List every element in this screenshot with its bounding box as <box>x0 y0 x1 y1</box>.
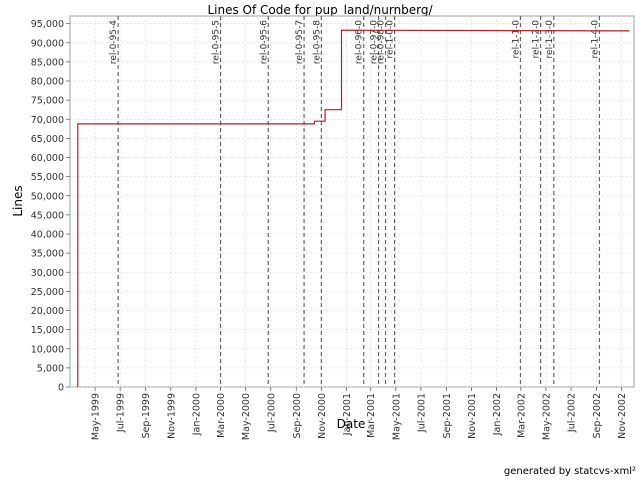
x-tick-label: Mar-2002 <box>516 393 527 438</box>
y-tick-label: 95,000 <box>31 19 64 30</box>
x-tick-label: May-1999 <box>91 393 102 440</box>
release-marker-label: rel-1-0-0 <box>386 20 396 59</box>
y-tick-label: 35,000 <box>31 249 64 260</box>
y-tick-label: 20,000 <box>31 306 64 317</box>
release-marker-label: rel-1-4-0 <box>590 20 600 59</box>
x-tick-label: Jul-2001 <box>416 393 427 433</box>
plot-background <box>69 15 635 388</box>
release-marker-label: rel-1-2-0 <box>532 20 542 59</box>
release-marker-label: rel-1-1-0 <box>511 20 521 59</box>
x-tick-label: Nov-1999 <box>166 393 177 439</box>
x-tick-label: Jul-2002 <box>567 393 578 433</box>
release-marker-label: rel-0-95-6 <box>259 20 269 64</box>
y-tick-label: 40,000 <box>31 230 64 241</box>
x-tick-label: Sep-2000 <box>292 393 303 439</box>
y-tick-label: 50,000 <box>31 191 64 202</box>
x-tick-label: Sep-1999 <box>141 393 152 439</box>
x-tick-label: Mar-2000 <box>216 393 227 438</box>
release-marker-label: rel-0-95-7 <box>295 20 305 64</box>
release-marker-label: rel-0-96-0 <box>355 20 365 64</box>
y-tick-label: 45,000 <box>31 210 64 221</box>
y-tick-label: 65,000 <box>31 134 64 145</box>
y-tick-label: 70,000 <box>31 115 64 126</box>
x-axis: May-1999 Jul-1999 Sep-1999 Nov-1999 Jan-2000… <box>91 387 628 440</box>
x-tick-label: Jan-2002 <box>492 393 503 436</box>
x-tick-label: Nov-2000 <box>317 393 328 439</box>
footer-credit: generated by statcvs-xml² <box>504 466 636 477</box>
y-tick-label: 5,000 <box>37 363 64 374</box>
plot-area: rel-0-95-4 rel-0-95-5 rel-0-95-6 rel-0-95-7… <box>69 15 635 388</box>
release-markers: rel-0-95-4 rel-0-95-5 rel-0-95-6 rel-0-95-7… <box>109 16 600 387</box>
x-tick-label: Nov-2002 <box>617 393 628 439</box>
y-axis-label: Lines <box>11 185 25 216</box>
x-tick-label: Jan-2000 <box>191 393 202 436</box>
release-marker-label: rel-0-98-0 <box>377 20 387 64</box>
x-tick-label: May-2001 <box>391 393 402 440</box>
release-marker-label: rel-1-3-0 <box>545 20 555 59</box>
release-marker-label: rel-0-97-0 <box>370 20 380 64</box>
x-axis-label: Date <box>337 417 366 431</box>
release-marker-label: rel-0-95-4 <box>109 20 119 64</box>
x-tick-label: Jul-1999 <box>116 393 127 433</box>
release-marker-label: rel-0-95-8 <box>312 20 322 64</box>
y-axis: 0 5,000 10,000 15,000 20,000 25,000 30,000 35,0… <box>31 19 70 394</box>
x-tick-label: Sep-2001 <box>442 393 453 439</box>
x-tick-label: May-2000 <box>241 393 252 440</box>
y-tick-label: 0 <box>58 383 64 394</box>
y-tick-label: 60,000 <box>31 153 64 164</box>
x-tick-label: Jul-2000 <box>266 393 277 433</box>
x-tick-label: Sep-2002 <box>592 393 603 439</box>
y-tick-label: 90,000 <box>31 38 64 49</box>
y-tick-label: 10,000 <box>31 344 64 355</box>
x-tick-label: Nov-2001 <box>467 393 478 439</box>
y-tick-label: 80,000 <box>31 77 64 88</box>
x-tick-label: Mar-2001 <box>366 393 377 438</box>
y-tick-label: 15,000 <box>31 325 64 336</box>
release-marker-label: rel-0-95-5 <box>212 20 222 64</box>
series-layer <box>77 29 630 387</box>
y-tick-label: 85,000 <box>31 57 64 68</box>
y-tick-label: 30,000 <box>31 268 64 279</box>
y-tick-label: 25,000 <box>31 287 64 298</box>
y-tick-label: 75,000 <box>31 96 64 107</box>
series-line <box>77 29 630 387</box>
x-tick-label: Jan-2001 <box>342 393 353 436</box>
y-tick-label: 55,000 <box>31 172 64 183</box>
x-tick-label: May-2002 <box>541 393 552 440</box>
chart-title: Lines Of Code for pup_land/nurnberg/ <box>207 3 433 17</box>
